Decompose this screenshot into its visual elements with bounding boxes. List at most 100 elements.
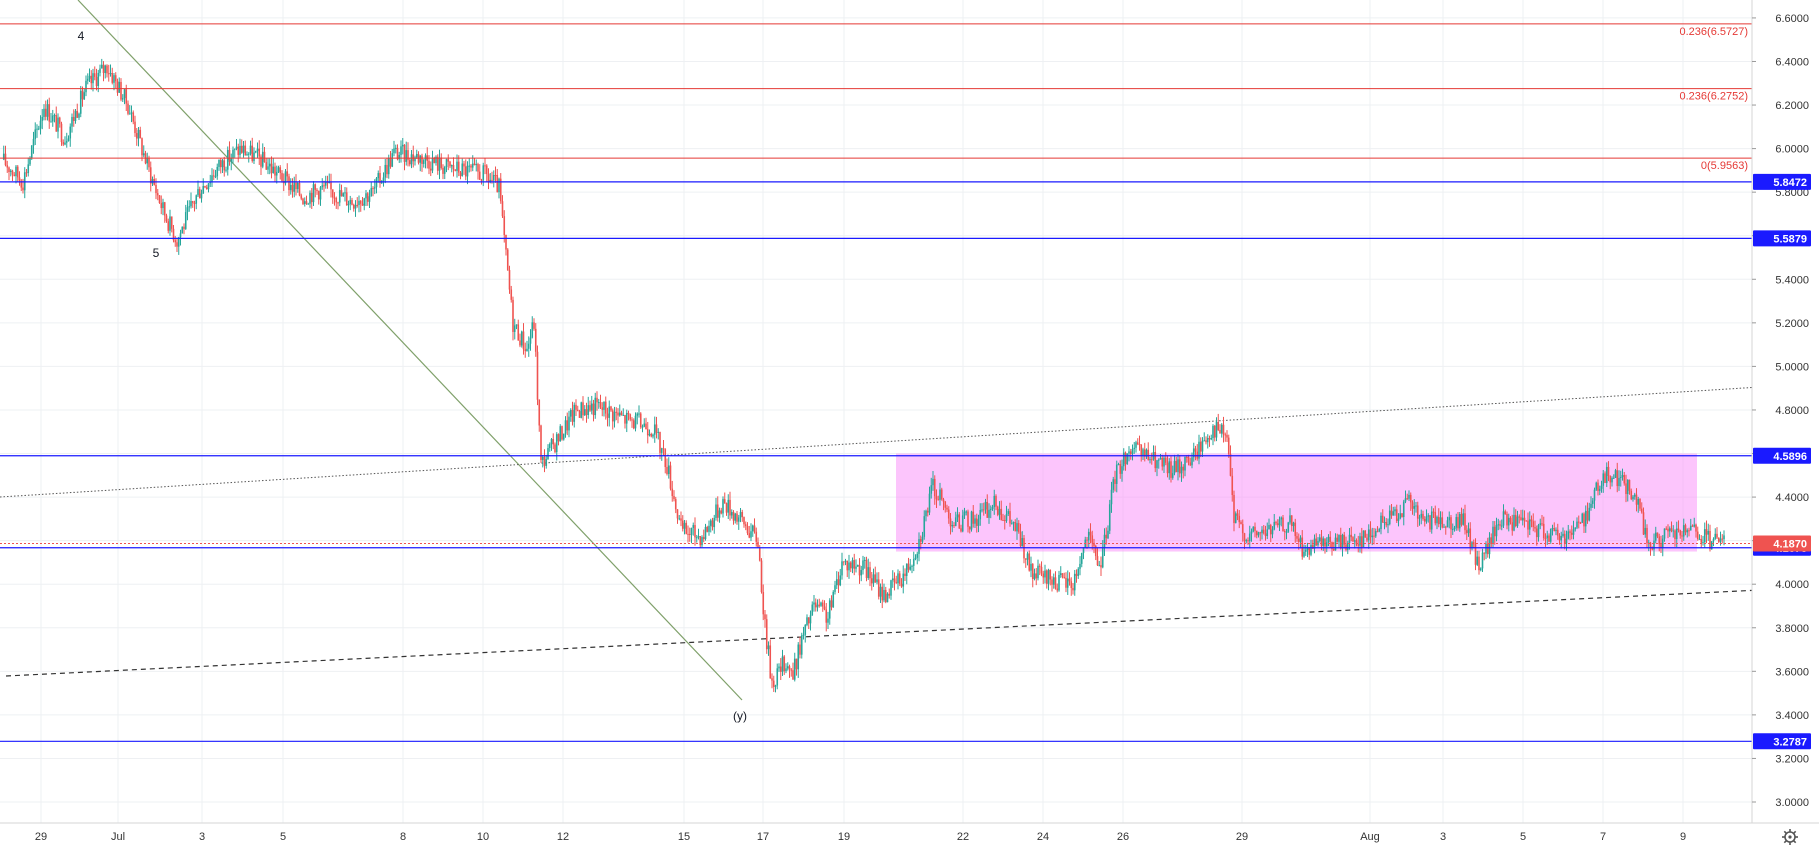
candle-body xyxy=(557,434,560,442)
candle-body xyxy=(258,148,261,157)
candle-body xyxy=(624,414,626,424)
candle-body xyxy=(1079,563,1081,569)
candle-body xyxy=(1462,513,1465,525)
candle-body xyxy=(1234,513,1237,523)
candle-body xyxy=(1672,530,1675,532)
fib-label: 0(5.9563) xyxy=(1701,160,1748,172)
candle-body xyxy=(1446,520,1449,528)
settings-icon[interactable] xyxy=(1782,829,1798,845)
candle-body xyxy=(375,178,378,188)
candle-body xyxy=(954,517,957,526)
horizontal-levels xyxy=(0,181,1752,742)
candle-body xyxy=(951,525,954,527)
candle-body xyxy=(1551,528,1554,530)
candle-body xyxy=(853,560,856,569)
candle-body xyxy=(461,163,464,176)
candle-body xyxy=(725,503,728,513)
candle-body xyxy=(1677,528,1680,531)
candle-body xyxy=(1227,437,1230,454)
candle-body xyxy=(641,426,644,428)
candle-body xyxy=(333,197,336,199)
candle-body xyxy=(925,510,927,517)
candle-body xyxy=(188,206,191,208)
candle-body xyxy=(398,154,401,160)
descending-trendline xyxy=(77,0,743,701)
candle-body xyxy=(981,509,983,511)
candle-body xyxy=(678,518,681,520)
candle-body xyxy=(253,152,255,162)
candle-body xyxy=(1311,544,1314,549)
candle-body xyxy=(8,167,10,173)
candle-body xyxy=(1602,473,1605,486)
candle-body xyxy=(309,192,311,204)
candle-body xyxy=(769,645,772,679)
candle-body xyxy=(109,73,112,75)
candle-body xyxy=(1187,456,1190,463)
candle-body xyxy=(632,420,635,429)
candle-body xyxy=(1177,459,1179,473)
candle-body xyxy=(1479,568,1482,571)
candle-body xyxy=(648,434,651,436)
candle-body xyxy=(580,402,583,418)
candle-body xyxy=(1068,578,1071,582)
candle-body xyxy=(44,108,47,117)
candle-body xyxy=(781,656,784,672)
x-tick-label: 26 xyxy=(1117,831,1129,843)
candle-body xyxy=(949,518,952,527)
candle-body xyxy=(818,604,821,606)
candle-body xyxy=(1171,473,1174,478)
candle-body xyxy=(1656,532,1659,537)
candle-body xyxy=(881,586,884,601)
candle-body xyxy=(403,144,406,162)
candle-body xyxy=(202,186,205,194)
y-tick-label: 3.8000 xyxy=(1775,623,1809,635)
candle-body xyxy=(923,516,926,537)
candle-body xyxy=(151,179,154,184)
candle-body xyxy=(74,110,77,121)
candle-body xyxy=(197,189,199,196)
candle-body xyxy=(751,525,754,532)
candle-body xyxy=(475,164,478,166)
candle-body xyxy=(1128,451,1130,454)
candle-body xyxy=(114,75,117,82)
candle-body xyxy=(669,465,672,489)
candle-body xyxy=(907,563,910,570)
level-badge-label: 3.2787 xyxy=(1773,736,1807,748)
candle-body xyxy=(956,514,959,518)
candle-body xyxy=(993,495,996,508)
candle-body xyxy=(377,173,380,179)
candle-body xyxy=(1077,568,1080,576)
candle-body xyxy=(1215,422,1218,438)
candle-body xyxy=(1667,528,1669,532)
candle-body xyxy=(785,668,787,672)
candle-body xyxy=(977,519,980,526)
candle-body xyxy=(1159,457,1162,460)
candle-body xyxy=(141,138,143,156)
candle-body xyxy=(1010,523,1013,525)
candle-body xyxy=(792,670,794,680)
candle-body xyxy=(163,202,166,216)
candle-body xyxy=(337,202,339,204)
candle-body xyxy=(729,499,731,516)
candle-body xyxy=(239,145,241,155)
x-tick-label: 29 xyxy=(35,831,47,843)
candle-body xyxy=(470,165,472,168)
time-axis[interactable]: 29 Jul 3 5 8 10 12 15 17 19 22 24 26 29 Aug 3 5 7 9 xyxy=(35,831,1686,843)
candle-body xyxy=(389,157,392,167)
candle-body xyxy=(1500,525,1503,527)
candle-body xyxy=(1507,517,1510,526)
candle-body xyxy=(1556,529,1559,536)
candle-body xyxy=(779,666,782,672)
candle-body xyxy=(713,517,716,528)
candle-body xyxy=(135,133,138,139)
candle-body xyxy=(214,176,217,178)
candle-body xyxy=(834,585,836,592)
candle-body xyxy=(1283,530,1286,532)
y-tick-label: 6.0000 xyxy=(1775,144,1809,156)
candle-body xyxy=(984,501,987,510)
wave-label: 4 xyxy=(78,29,85,43)
candle-body xyxy=(1082,547,1085,554)
candle-body xyxy=(1241,524,1244,534)
candle-body xyxy=(1422,513,1424,519)
